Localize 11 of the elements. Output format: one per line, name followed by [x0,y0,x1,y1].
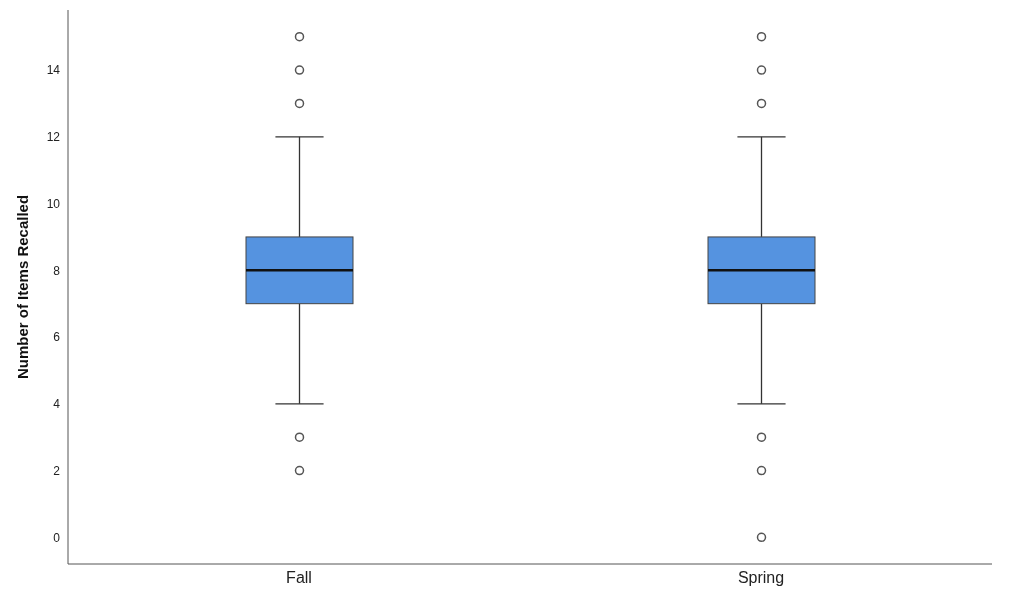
y-tick-label: 8 [53,263,61,278]
y-tick-label: 10 [46,196,61,211]
x-tick-label: Spring [737,569,785,587]
y-tick-label: 4 [53,397,61,412]
y-tick-label: 0 [53,530,61,545]
y-tick-label: 6 [53,330,61,345]
y-axis-title: Number of Items Recalled [14,194,32,380]
x-tick-label: Fall [286,569,312,587]
y-tick-label: 12 [46,130,61,145]
y-tick-label: 14 [46,63,61,78]
y-tick-label: 2 [53,463,61,478]
